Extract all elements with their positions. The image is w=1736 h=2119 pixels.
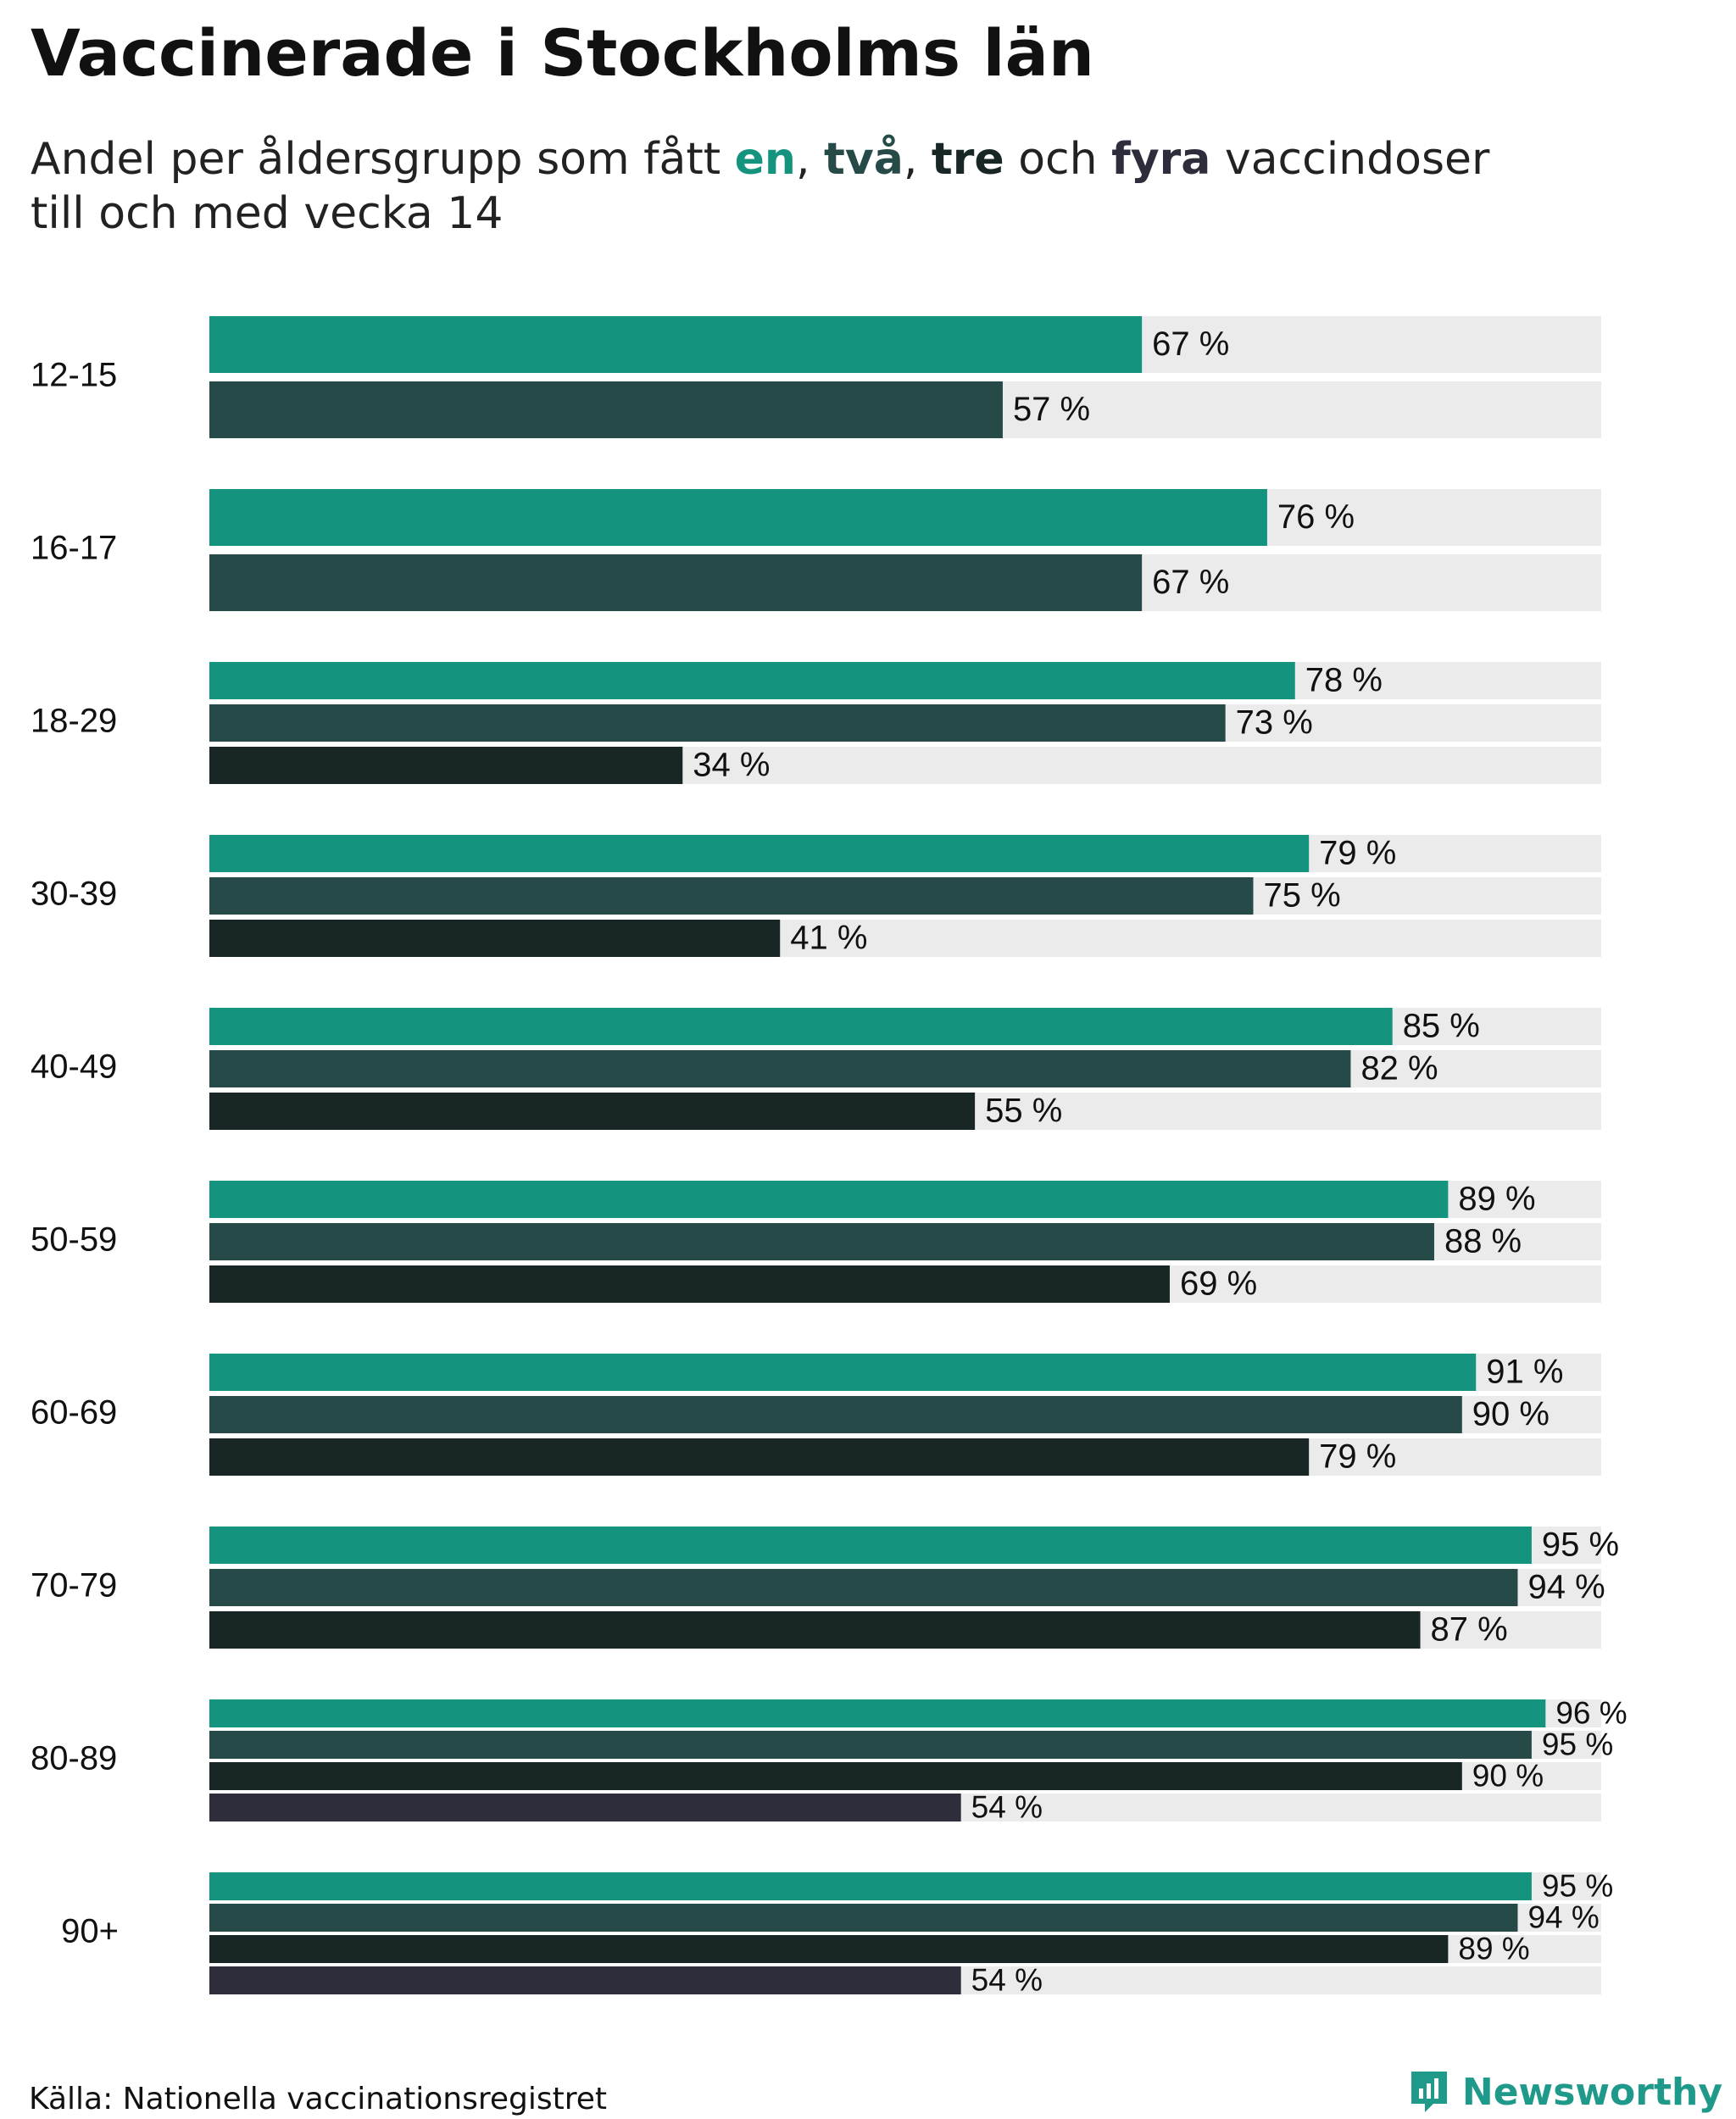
value-label: 67 %	[1152, 325, 1229, 363]
value-label: 95 %	[1542, 1727, 1613, 1761]
value-label: 90 %	[1472, 1758, 1544, 1793]
bar-en	[209, 1008, 1393, 1045]
bar-en	[209, 316, 1143, 373]
bar-group: 70-79 95 % 94 % 87 %	[31, 1527, 1619, 1649]
subtitle-line-2: till och med vecka 14	[31, 188, 504, 239]
bar-två	[209, 1050, 1351, 1087]
bar-group: 40-49 85 % 82 % 55 %	[31, 1008, 1601, 1130]
bar-två	[209, 1396, 1462, 1433]
value-label: 69 %	[1180, 1265, 1257, 1303]
value-label: 79 %	[1319, 835, 1396, 872]
category-label: 30-39	[31, 876, 117, 913]
bar-två	[209, 1569, 1518, 1606]
category-label: 40-49	[31, 1048, 117, 1086]
chart-title: Vaccinerade i Stockholms län	[31, 15, 1095, 91]
value-label: 41 %	[790, 920, 867, 957]
category-label: 60-69	[31, 1394, 117, 1432]
bar-group: 90+ 95 %94 %89 % 54 %	[61, 1868, 1613, 1997]
bar-group: 16-17 76 % 67 %	[31, 489, 1601, 611]
bar-tre	[209, 1438, 1310, 1476]
source-note: Källa: Nationella vaccinationsregistret	[29, 2082, 607, 2116]
bar-tre	[209, 747, 683, 784]
value-label: 89 %	[1458, 1181, 1535, 1218]
value-label: 89 %	[1458, 1931, 1529, 1966]
brand-name: Newsworthy	[1461, 2070, 1722, 2114]
value-label: 54 %	[971, 1962, 1043, 1997]
subtitle-separator: ,	[903, 134, 932, 185]
newsworthy-logo-icon	[1410, 2072, 1447, 2112]
bar-en	[209, 489, 1267, 546]
category-label: 12-15	[31, 357, 117, 394]
bar-två	[209, 554, 1143, 611]
bar-en	[209, 1872, 1532, 1900]
bar-group: 30-39 79 % 75 % 41 %	[31, 835, 1601, 957]
value-label: 82 %	[1360, 1050, 1438, 1087]
category-label: 18-29	[31, 703, 117, 740]
value-label: 34 %	[693, 747, 770, 784]
bar-tre	[209, 1265, 1170, 1303]
bar-en	[209, 1527, 1532, 1564]
value-label: 95 %	[1542, 1527, 1619, 1564]
value-label: 67 %	[1152, 564, 1229, 601]
legend-dose-4: fyra	[1111, 134, 1211, 185]
value-label: 79 %	[1319, 1438, 1396, 1476]
category-label: 16-17	[31, 530, 117, 567]
subtitle-separator: ,	[795, 134, 825, 185]
value-label: 73 %	[1236, 704, 1313, 742]
bar-fyra	[209, 1966, 961, 1994]
bar-tre	[209, 1093, 976, 1130]
value-label: 94 %	[1527, 1899, 1599, 1934]
value-label: 87 %	[1431, 1611, 1508, 1649]
bar-två	[209, 877, 1254, 915]
value-label: 55 %	[985, 1093, 1062, 1130]
value-label: 95 %	[1542, 1868, 1613, 1903]
bar-en	[209, 835, 1310, 872]
legend-dose-3: tre	[931, 134, 1004, 185]
chart-subtitle: Andel per åldersgrupp som fått en, två, …	[31, 132, 1692, 241]
bar-group: 60-69 91 % 90 % 79 %	[31, 1354, 1601, 1476]
value-label: 88 %	[1444, 1223, 1522, 1260]
bar-två	[209, 1904, 1518, 1932]
legend-dose-1: en	[734, 134, 796, 185]
value-label: 85 %	[1403, 1008, 1480, 1045]
bar-två	[209, 381, 1003, 438]
category-label: 70-79	[31, 1567, 117, 1605]
subtitle-prefix: Andel per åldersgrupp som fått	[31, 134, 735, 185]
subtitle-separator: och	[1004, 134, 1112, 185]
value-label: 54 %	[971, 1789, 1043, 1824]
bar-två	[209, 1223, 1434, 1260]
subtitle-suffix: vaccindoser	[1210, 134, 1490, 185]
bar-tre	[209, 1935, 1449, 1963]
bar-en	[209, 1699, 1546, 1727]
brand-logo: Newsworthy	[1408, 2068, 1722, 2116]
value-label: 75 %	[1264, 877, 1341, 915]
category-label: 50-59	[31, 1221, 117, 1259]
bar-en	[209, 1181, 1449, 1218]
bar-en	[209, 1354, 1477, 1391]
value-label: 76 %	[1277, 498, 1355, 536]
category-label: 90+	[61, 1913, 119, 1950]
bar-group: 12-15 67 % 57 %	[31, 316, 1601, 438]
bar-två	[209, 1731, 1532, 1759]
bar-två	[209, 704, 1226, 742]
value-label: 94 %	[1527, 1569, 1605, 1606]
value-label: 90 %	[1472, 1396, 1550, 1433]
bar-group: 50-59 89 % 88 % 69 %	[31, 1181, 1601, 1303]
bar-tre	[209, 920, 781, 957]
bar-group: 80-89 96 %95 %90 % 54 %	[31, 1695, 1628, 1824]
category-label: 80-89	[31, 1740, 117, 1777]
bar-tre	[209, 1611, 1421, 1649]
value-label: 57 %	[1013, 391, 1090, 428]
value-label: 91 %	[1486, 1354, 1563, 1391]
bar-tre	[209, 1762, 1462, 1790]
bar-group: 18-29 78 % 73 % 34 %	[31, 662, 1601, 784]
bar-fyra	[209, 1794, 961, 1821]
legend-dose-2: två	[824, 134, 904, 185]
bar-en	[209, 662, 1295, 699]
value-label: 78 %	[1305, 662, 1383, 699]
value-label: 96 %	[1555, 1695, 1627, 1730]
